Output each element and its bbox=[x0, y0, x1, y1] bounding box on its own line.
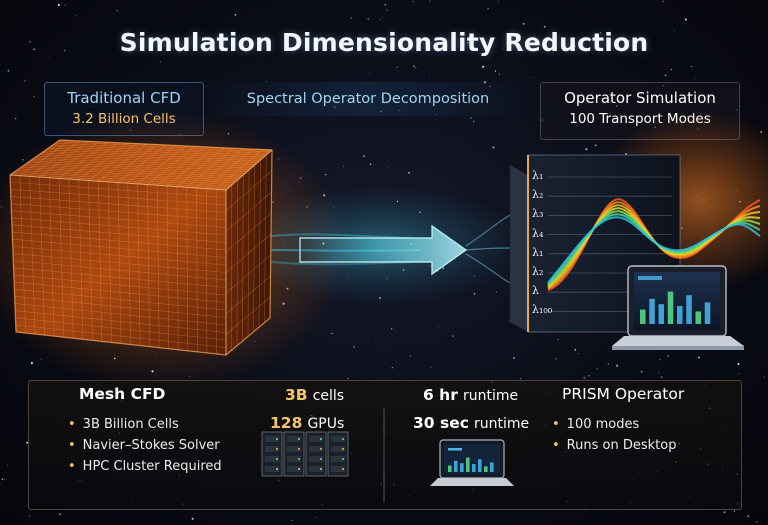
prism-runtime-value: 30 sec bbox=[413, 414, 469, 432]
mode-label: λ₄ bbox=[532, 226, 544, 240]
cfd-runtime-value: 6 hr bbox=[423, 386, 458, 404]
mode-label: λ bbox=[532, 284, 539, 298]
prism-runtime-stat: 30 sec runtime bbox=[413, 413, 529, 432]
mesh-cfd-heading: Mesh CFD bbox=[79, 385, 166, 403]
mesh-cube-icon bbox=[9, 139, 273, 356]
gpus-stat: 128 GPUs bbox=[270, 413, 344, 432]
page-title: Simulation Dimensionality Reduction bbox=[119, 28, 649, 57]
mode-label: λ₂ bbox=[532, 188, 544, 202]
prism-bullets: 100 modes Runs on Desktop bbox=[552, 414, 677, 456]
cells-stat: 3B cells bbox=[285, 385, 344, 404]
prism-bullet-2: Runs on Desktop bbox=[552, 435, 677, 456]
mode-label: λ₁₀₀ bbox=[532, 303, 553, 317]
prism-bullet-1: 100 modes bbox=[552, 414, 676, 435]
mode-label: λ₂ bbox=[532, 265, 544, 278]
mesh-bullet-3: HPC Cluster Required bbox=[68, 456, 222, 477]
operator-simulation-title: Operator Simulation bbox=[564, 89, 716, 107]
mode-label: λ₁ bbox=[532, 169, 544, 182]
server-rack-icon bbox=[261, 431, 349, 477]
cfd-runtime-stat: 6 hr runtime bbox=[423, 385, 518, 404]
small-laptop-icon bbox=[430, 439, 514, 486]
mode-label: λ₃ bbox=[532, 207, 544, 221]
gpus-number: 128 bbox=[270, 414, 303, 432]
laptop-icon bbox=[612, 265, 744, 350]
cfd-runtime-unit: runtime bbox=[462, 388, 519, 404]
prism-operator-heading: PRISM Operator bbox=[562, 385, 685, 403]
mesh-bullet-1: 3B Billion Cells bbox=[68, 414, 222, 435]
cells-number: 3B bbox=[285, 386, 308, 404]
mesh-cfd-bullets: 3B Billion Cells Navier–Stokes Solver HP… bbox=[68, 414, 222, 477]
mesh-bullet-2: Navier–Stokes Solver bbox=[68, 435, 222, 456]
mode-label: λ₁ bbox=[532, 245, 544, 259]
spectral-decomposition-label: Spectral Operator Decomposition bbox=[200, 82, 536, 116]
prism-runtime-unit: runtime bbox=[474, 416, 530, 432]
transformation-arrow-icon bbox=[299, 224, 468, 276]
traditional-cfd-title: Traditional CFD bbox=[67, 89, 181, 107]
cells-unit: cells bbox=[312, 388, 345, 404]
gpus-unit: GPUs bbox=[307, 416, 345, 432]
